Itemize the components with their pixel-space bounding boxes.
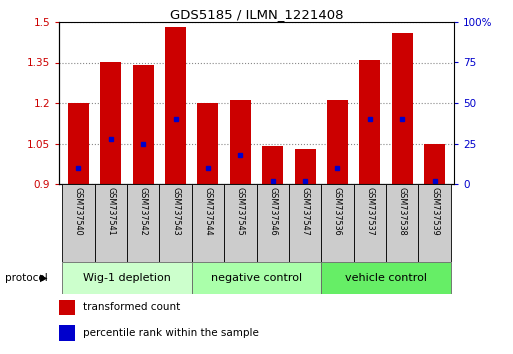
Title: GDS5185 / ILMN_1221408: GDS5185 / ILMN_1221408 [170,8,343,21]
Text: vehicle control: vehicle control [345,273,427,283]
Bar [62,184,94,262]
Bar [353,184,386,262]
Text: ▶: ▶ [40,273,47,283]
Text: GSM737541: GSM737541 [106,187,115,236]
Bar [294,149,315,184]
Text: GSM737546: GSM737546 [268,187,277,236]
Bar [392,33,413,184]
Bar [68,103,89,184]
Text: percentile rank within the sample: percentile rank within the sample [83,328,259,338]
Bar [198,103,219,184]
Text: GSM737536: GSM737536 [333,187,342,236]
Text: negative control: negative control [211,273,302,283]
Bar [262,146,283,184]
Bar [59,325,75,341]
Text: GSM737547: GSM737547 [301,187,309,236]
Bar [321,262,451,294]
Bar [386,184,419,262]
Bar [59,299,75,315]
Bar [424,143,445,184]
Bar [359,60,380,184]
Text: GSM737538: GSM737538 [398,187,407,236]
Text: GSM737545: GSM737545 [236,187,245,236]
Bar [419,184,451,262]
Bar [62,262,192,294]
Bar [160,184,192,262]
Bar [133,65,154,184]
Bar [192,184,224,262]
Bar [224,184,256,262]
Text: GSM737539: GSM737539 [430,187,439,236]
Bar [127,184,160,262]
Bar [94,184,127,262]
Text: GSM737540: GSM737540 [74,187,83,236]
Bar [289,184,321,262]
Text: transformed count: transformed count [83,302,180,312]
Bar [321,184,353,262]
Bar [100,63,121,184]
Bar [256,184,289,262]
Bar [192,262,321,294]
Text: GSM737543: GSM737543 [171,187,180,236]
Text: GSM737542: GSM737542 [139,187,148,236]
Text: protocol: protocol [5,273,48,283]
Bar [230,100,251,184]
Text: GSM737537: GSM737537 [365,187,374,236]
Bar [165,27,186,184]
Text: GSM737544: GSM737544 [204,187,212,236]
Text: Wig-1 depletion: Wig-1 depletion [83,273,171,283]
Bar [327,100,348,184]
